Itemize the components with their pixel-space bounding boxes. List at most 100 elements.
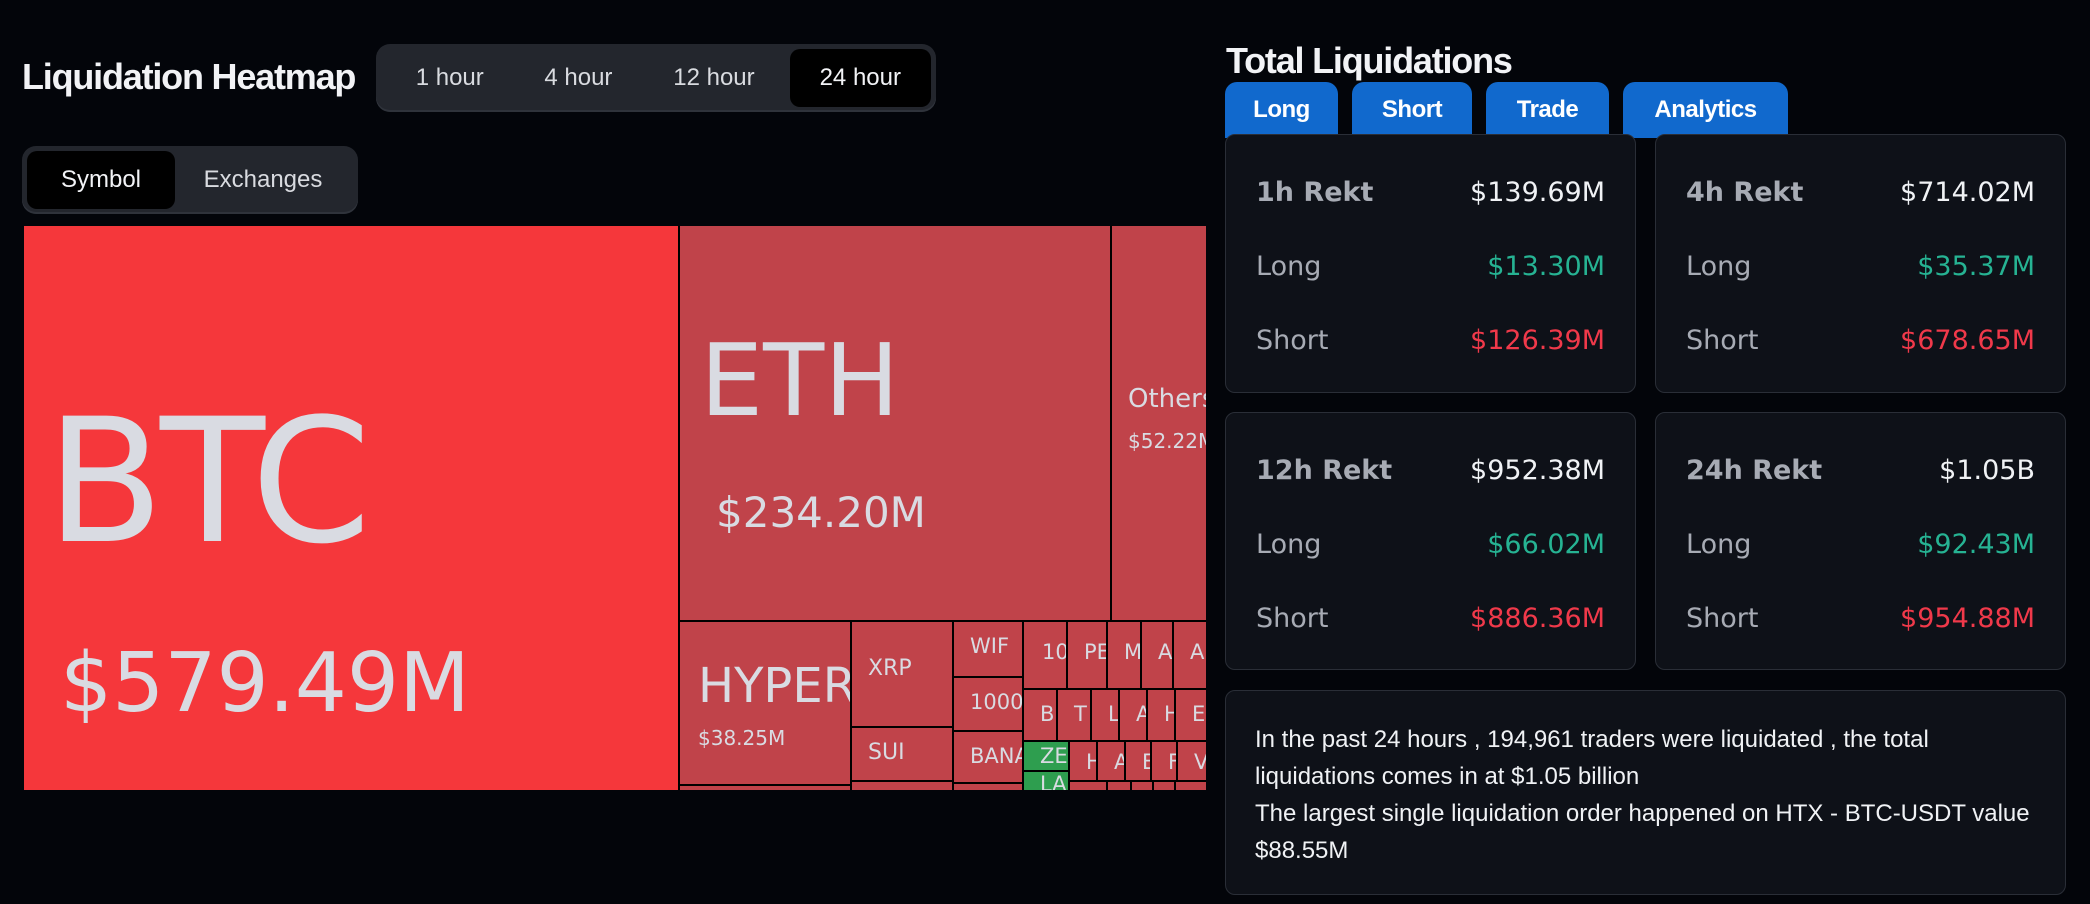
card-label: 1h Rekt: [1256, 177, 1374, 208]
treemap-tile-bottom-filler[interactable]: [678, 784, 852, 790]
tile-symbol: F: [1168, 750, 1176, 774]
short-label: Short: [1686, 325, 1759, 356]
treemap-tile-e2[interactable]: E: [1124, 740, 1152, 782]
tile-value: $38.25M: [698, 726, 786, 750]
treemap-tile-a4[interactable]: A: [1096, 740, 1126, 782]
treemap-tile-small[interactable]: [952, 782, 1024, 790]
view-option-exchanges[interactable]: Exchanges: [203, 166, 323, 193]
tab-trade[interactable]: Trade: [1486, 82, 1609, 138]
view-option-symbol[interactable]: Symbol: [27, 151, 175, 209]
long-label: Long: [1256, 251, 1322, 282]
treemap-tile-tiny[interactable]: [1130, 780, 1154, 790]
treemap-tile-la[interactable]: LA: [1022, 770, 1070, 790]
summary-line-1: In the past 24 hours , 194,961 traders w…: [1255, 726, 1929, 790]
treemap-tile-eth[interactable]: ETH $234.20M: [678, 226, 1112, 622]
tile-symbol: LA: [1040, 772, 1067, 790]
time-option-12h[interactable]: 12 hour: [673, 64, 755, 91]
tile-symbol: E: [1142, 750, 1150, 774]
tab-short[interactable]: Short: [1352, 82, 1472, 138]
treemap-tile-a2[interactable]: A: [1172, 620, 1206, 690]
short-label: Short: [1256, 603, 1329, 634]
page-title: Liquidation Heatmap: [22, 56, 356, 97]
treemap-tile-pe[interactable]: PE: [1066, 620, 1108, 690]
tile-symbol: L: [1108, 702, 1120, 726]
stat-card-24h: 24h Rekt $1.05B Long $92.43M Short $954.…: [1655, 412, 2066, 670]
tile-symbol: BANA: [970, 744, 1024, 768]
tile-symbol: H: [1086, 750, 1096, 774]
treemap-tile-others[interactable]: Others $52.22M: [1110, 226, 1206, 622]
treemap-tile-a[interactable]: A: [1140, 620, 1174, 690]
card-total: $139.69M: [1470, 177, 1605, 208]
stat-card-12h: 12h Rekt $952.38M Long $66.02M Short $88…: [1225, 412, 1636, 670]
liquidation-summary: In the past 24 hours , 194,961 traders w…: [1225, 690, 2066, 895]
treemap-tile-tiny[interactable]: [1174, 780, 1206, 790]
tile-symbol: M: [1124, 640, 1142, 664]
tile-symbol: 1000F: [970, 690, 1024, 714]
card-label: 4h Rekt: [1686, 177, 1804, 208]
tile-value: $234.20M: [716, 488, 926, 537]
tile-symbol: ETH: [700, 322, 900, 439]
stat-card-1h: 1h Rekt $139.69M Long $13.30M Short $126…: [1225, 134, 1636, 393]
stat-card-4h: 4h Rekt $714.02M Long $35.37M Short $678…: [1655, 134, 2066, 393]
short-label: Short: [1256, 325, 1329, 356]
long-label: Long: [1686, 251, 1752, 282]
tile-symbol: A: [1158, 640, 1173, 664]
treemap-tile-ze[interactable]: ZE: [1022, 740, 1070, 772]
tile-symbol: A: [1136, 702, 1146, 726]
long-label: Long: [1686, 529, 1752, 560]
treemap-tile-f[interactable]: F: [1150, 740, 1178, 782]
view-mode-selector: Symbol Exchanges: [22, 146, 358, 214]
treemap-tile-a3[interactable]: A: [1118, 688, 1148, 742]
treemap-tile-t[interactable]: T: [1056, 688, 1092, 742]
tile-symbol: Others: [1128, 384, 1206, 414]
tile-symbol: A: [1190, 640, 1205, 664]
tile-symbol: BTC: [46, 381, 371, 582]
time-option-24h[interactable]: 24 hour: [789, 49, 931, 107]
tile-symbol: SUI: [868, 740, 905, 765]
short-value: $126.39M: [1470, 325, 1605, 356]
treemap-tile-l[interactable]: L: [1090, 688, 1120, 742]
long-value: $66.02M: [1487, 529, 1605, 560]
treemap-tile-b[interactable]: B: [1022, 688, 1058, 742]
tile-symbol: B: [1040, 702, 1055, 726]
tile-symbol: H: [1164, 702, 1174, 726]
card-label: 24h Rekt: [1686, 455, 1823, 486]
treemap-tile-wif[interactable]: WIF: [952, 620, 1024, 678]
tab-analytics[interactable]: Analytics: [1623, 82, 1788, 138]
treemap-tile-sui[interactable]: SUI: [850, 726, 954, 782]
treemap-tile-tiny[interactable]: [1152, 780, 1176, 790]
long-value: $92.43M: [1917, 529, 2035, 560]
treemap-tile-h[interactable]: H: [1146, 688, 1176, 742]
tile-symbol: ZE: [1040, 744, 1068, 768]
time-range-selector: 1 hour 4 hour 12 hour 24 hour: [376, 44, 936, 112]
treemap-tile-hyper[interactable]: HYPER $38.25M: [678, 620, 852, 786]
treemap-tile-10[interactable]: 10: [1022, 620, 1068, 690]
treemap-tile-1000f[interactable]: 1000F: [952, 676, 1024, 732]
short-value: $678.65M: [1900, 325, 2035, 356]
long-value: $13.30M: [1487, 251, 1605, 282]
long-label: Long: [1256, 529, 1322, 560]
treemap-tile-xrp[interactable]: XRP: [850, 620, 954, 728]
short-label: Short: [1686, 603, 1759, 634]
tab-long[interactable]: Long: [1225, 82, 1338, 138]
tile-symbol: V: [1194, 750, 1206, 774]
time-option-4h[interactable]: 4 hour: [544, 64, 613, 91]
liquidation-treemap: BTC $579.49M ETH $234.20M Others $52.22M…: [24, 226, 1206, 790]
tile-symbol: E: [1192, 702, 1206, 726]
treemap-tile-tiny[interactable]: [1068, 780, 1108, 790]
card-label: 12h Rekt: [1256, 455, 1393, 486]
treemap-tile-small[interactable]: [850, 780, 954, 790]
tile-symbol: XRP: [868, 656, 912, 681]
treemap-tile-e[interactable]: E: [1174, 688, 1206, 742]
tile-value: $579.49M: [60, 636, 470, 731]
treemap-tile-m[interactable]: M: [1106, 620, 1142, 690]
short-value: $886.36M: [1470, 603, 1605, 634]
treemap-tile-tiny[interactable]: [1106, 780, 1132, 790]
treemap-tile-bana[interactable]: BANA: [952, 730, 1024, 784]
card-total: $714.02M: [1900, 177, 2035, 208]
treemap-tile-btc[interactable]: BTC $579.49M: [24, 226, 679, 790]
short-value: $954.88M: [1900, 603, 2035, 634]
treemap-tile-v[interactable]: V: [1176, 740, 1206, 782]
time-option-1h[interactable]: 1 hour: [415, 64, 484, 91]
treemap-tile-h2[interactable]: H: [1068, 740, 1098, 782]
